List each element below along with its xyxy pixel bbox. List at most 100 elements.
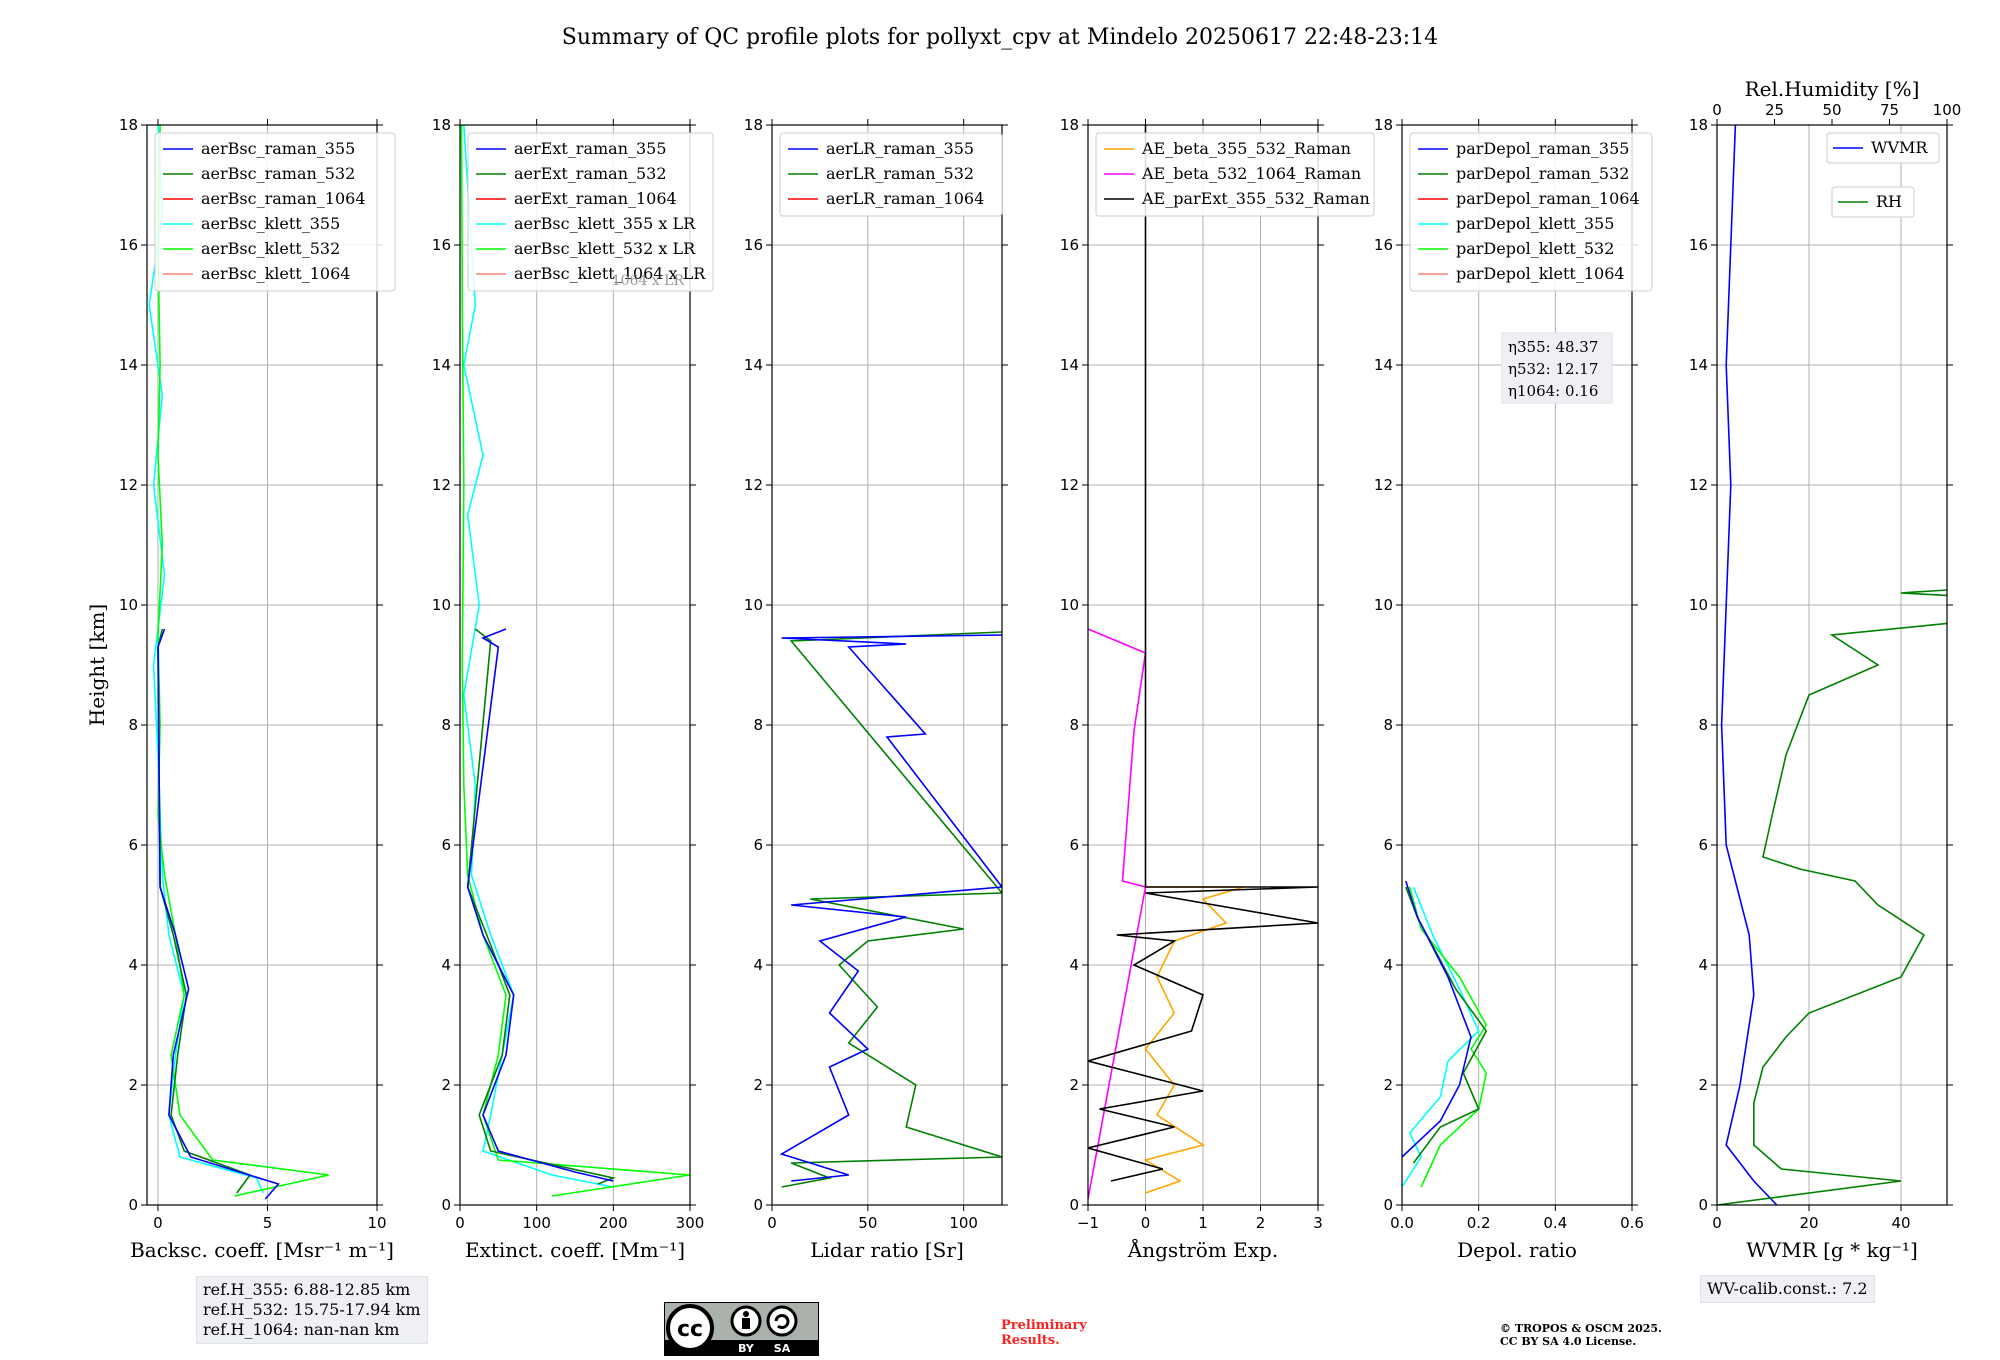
legend-entry: aerLR_raman_532 <box>826 164 974 183</box>
legend-entry: aerLR_raman_1064 <box>826 189 984 208</box>
legend-entry: aerExt_raman_1064 <box>514 189 677 208</box>
x-tick-label: 0 <box>1712 1214 1722 1232</box>
y-tick-label: 4 <box>1383 956 1393 974</box>
y-tick-label: 16 <box>1689 236 1708 254</box>
legend-entry: aerExt_raman_532 <box>514 164 667 183</box>
series-aerBsc_raman_355 <box>157 628 280 1200</box>
axes-frame <box>771 124 1003 1206</box>
legend-entry: aerBsc_klett_1064 <box>201 264 350 283</box>
axes-frame <box>1401 124 1633 1206</box>
x-tick-label: 300 <box>676 1214 705 1232</box>
y-tick-label: 10 <box>1689 596 1708 614</box>
x-tick-label: 0 <box>767 1214 777 1232</box>
y-axis-label: Height [km] <box>85 604 109 726</box>
copyright-line-2: CC BY SA 4.0 License. <box>1500 1335 1637 1348</box>
panel-2: 0 100 200 300 0 2 4 6 8 10 12 14 16 18 Extinct. coeff.… <box>432 116 714 1262</box>
reference-height-box: ref.H_355: 6.88-12.85 km ref.H_532: 15.7… <box>196 1276 428 1344</box>
legend-entry: AE_beta_355_532_Raman <box>1141 139 1351 158</box>
y-tick-label: 14 <box>1689 356 1708 374</box>
legend-entry: parDepol_klett_355 <box>1456 214 1614 233</box>
top-x-tick-label: 0 <box>1712 101 1722 119</box>
y-tick-label: 4 <box>753 956 763 974</box>
series-parDepol_klett_355 <box>1402 886 1480 1188</box>
legend-entry: aerLR_raman_355 <box>826 139 974 158</box>
y-tick-label: 14 <box>744 356 763 374</box>
y-tick-label: 4 <box>128 956 138 974</box>
y-tick-label: 12 <box>1060 476 1079 494</box>
eta-annotation-box <box>1501 332 1613 404</box>
y-tick-label: 12 <box>1689 476 1708 494</box>
legend-entry: aerBsc_klett_355 <box>201 214 340 233</box>
series-aerExt_raman_355 <box>466 628 614 1182</box>
legend-entry: aerBsc_klett_1064 x LR <box>514 264 706 283</box>
preliminary-line-1: Preliminary <box>1001 1318 1087 1333</box>
legend-entry: AE_parExt_355_532_Raman <box>1141 189 1370 208</box>
x-tick-label: −1 <box>1077 1214 1099 1232</box>
y-tick-label: 4 <box>1069 956 1079 974</box>
x-tick-label: 50 <box>858 1214 877 1232</box>
x-axis-label: Lidar ratio [Sr] <box>810 1238 964 1262</box>
wv-calibration-box: WV-calib.const.: 7.2 <box>1700 1275 1875 1303</box>
y-tick-label: 10 <box>119 596 138 614</box>
legend-box <box>779 132 1003 217</box>
y-tick-label: 18 <box>744 116 763 134</box>
y-tick-label: 12 <box>744 476 763 494</box>
x-tick-label: 100 <box>949 1214 978 1232</box>
x-tick-label: 10 <box>367 1214 386 1232</box>
legend-entry: parDepol_raman_1064 <box>1456 189 1640 208</box>
cc-icon <box>666 1304 714 1352</box>
series-WVMR <box>1720 125 1778 1205</box>
x-axis-label: Backsc. coeff. [Msr⁻¹ m⁻¹] <box>130 1238 394 1262</box>
y-tick-label: 18 <box>1060 116 1079 134</box>
y-tick-label: 18 <box>1689 116 1708 134</box>
y-tick-label: 6 <box>1069 836 1079 854</box>
y-tick-label: 0 <box>441 1196 451 1214</box>
ref-height-532: ref.H_532: 15.75-17.94 km <box>203 1300 421 1319</box>
y-tick-label: 6 <box>441 836 451 854</box>
legend-entry: aerBsc_klett_532 x LR <box>514 239 696 258</box>
y-tick-label: 2 <box>1383 1076 1393 1094</box>
legend-entry: aerBsc_klett_532 <box>201 239 340 258</box>
series-parDepol_raman_532 <box>1405 886 1488 1164</box>
y-tick-label: 2 <box>753 1076 763 1094</box>
y-tick-label: 16 <box>744 236 763 254</box>
legend-box <box>1831 186 1915 218</box>
x-tick-label: 5 <box>263 1214 273 1232</box>
series-parDepol_raman_355 <box>1402 880 1472 1158</box>
series-AE_parExt_355_532_Raman <box>1088 125 1318 1182</box>
x-axis-label: Ångström Exp. <box>1127 1237 1278 1262</box>
series-AE_beta_532_1064_Raman <box>1088 628 1147 1200</box>
panel-5: 0.0 0.2 0.4 0.6 0 2 4 6 8 10 12 14 16 18 Depol. ratio p… <box>1374 116 1653 1262</box>
y-tick-label: 2 <box>441 1076 451 1094</box>
series-RH <box>1717 589 1947 1205</box>
x-tick-label: 0 <box>455 1214 465 1232</box>
legend-box <box>1826 132 1940 164</box>
y-tick-label: 6 <box>753 836 763 854</box>
preliminary-results-note: Preliminary Results. <box>1001 1318 1087 1348</box>
x-tick-label: 100 <box>522 1214 551 1232</box>
x-tick-label: 2 <box>1256 1214 1266 1232</box>
y-tick-label: 10 <box>1374 596 1393 614</box>
share-alike-icon <box>766 1305 798 1337</box>
y-tick-label: 14 <box>119 356 138 374</box>
eta-annotation-line: η355: 48.37 <box>1508 338 1598 356</box>
cc-by-sa-badge: cc BY SA <box>664 1302 819 1356</box>
x-tick-label: 0 <box>153 1214 163 1232</box>
panel-3: 0 50 100 0 2 4 6 8 10 12 14 16 18 Lidar ratio [Sr] aer… <box>744 116 1008 1262</box>
legend-entry: parDepol_raman_355 <box>1456 139 1629 158</box>
y-tick-label: 8 <box>753 716 763 734</box>
y-tick-label: 12 <box>1374 476 1393 494</box>
ref-height-1064: ref.H_1064: nan-nan km <box>203 1320 400 1339</box>
legend-entry: parDepol_klett_1064 <box>1456 264 1625 283</box>
overlay-label: 1064 x LR <box>612 273 685 289</box>
y-tick-label: 16 <box>1060 236 1079 254</box>
series-parDepol_klett_532 <box>1408 886 1488 1188</box>
legend-entry: aerBsc_raman_355 <box>201 139 355 158</box>
y-tick-label: 0 <box>1383 1196 1393 1214</box>
y-tick-label: 0 <box>753 1196 763 1214</box>
top-x-axis-label: Rel.Humidity [%] <box>1745 77 1920 101</box>
x-tick-label: 1 <box>1198 1214 1208 1232</box>
legend-entry: WVMR <box>1871 138 1928 157</box>
